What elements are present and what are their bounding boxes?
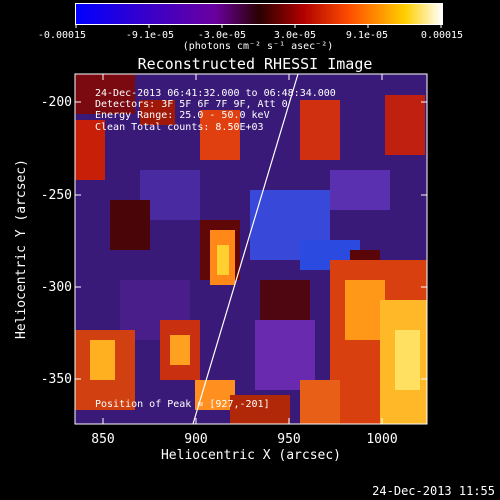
y-tick-label: -200 bbox=[41, 95, 72, 110]
info-detectors: Detectors: 3F 5F 6F 7F 9F, Att 0 bbox=[95, 99, 288, 110]
colorbar-tick-label: -0.00015 bbox=[38, 30, 86, 41]
x-axis-label: Heliocentric X (arcsec) bbox=[161, 448, 341, 463]
colorbar-tick-label: -3.0e-05 bbox=[198, 30, 246, 41]
x-tick-label: 850 bbox=[91, 432, 114, 447]
colorbar-tick-label: 3.0e-05 bbox=[274, 30, 316, 41]
colorbar-tick-label: 9.1e-05 bbox=[346, 30, 388, 41]
y-tick-label: -300 bbox=[41, 280, 72, 295]
y-tick-label: -350 bbox=[41, 372, 72, 387]
x-axis-ticks bbox=[102, 74, 383, 424]
info-time-range: 24-Dec-2013 06:41:32.000 to 06:48:34.000 bbox=[95, 88, 336, 99]
y-axis-ticks bbox=[75, 101, 427, 380]
peak-position-label: Position of Peak = [927,-201] bbox=[95, 399, 270, 410]
info-energy-range: Energy Range: 25.0 - 50.0 keV bbox=[95, 110, 270, 121]
colorbar-units-label: (photons cm⁻² s⁻¹ asec⁻²) bbox=[183, 41, 334, 52]
x-tick-label: 900 bbox=[184, 432, 207, 447]
footer-timestamp: 24-Dec-2013 11:55 bbox=[372, 484, 495, 498]
rhessi-image bbox=[74, 73, 428, 425]
plot-title: Reconstructed RHESSI Image bbox=[138, 55, 373, 73]
x-tick-label: 1000 bbox=[366, 432, 397, 447]
x-tick-label: 950 bbox=[277, 432, 300, 447]
colorbar bbox=[75, 3, 443, 25]
y-tick-label: -250 bbox=[41, 188, 72, 203]
info-clean-counts: Clean Total counts: 8.50E+03 bbox=[95, 122, 264, 133]
colorbar-ticks bbox=[75, 24, 442, 28]
y-axis-label: Heliocentric Y (arcsec) bbox=[14, 159, 29, 339]
colorbar-tick-label: 0.00015 bbox=[421, 30, 463, 41]
colorbar-tick-label: -9.1e-05 bbox=[126, 30, 174, 41]
